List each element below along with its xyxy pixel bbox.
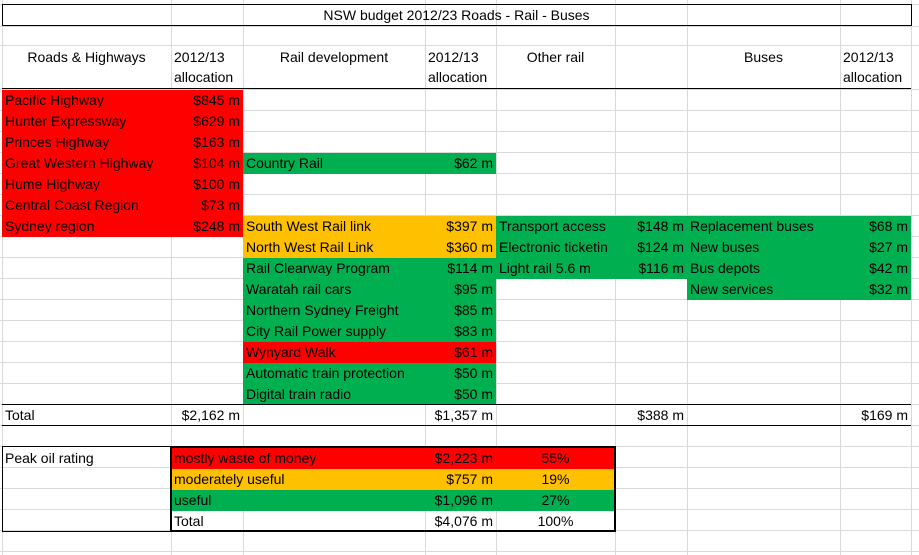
peak-oil-value: $757 m — [425, 469, 496, 490]
rail-value: $85 m — [425, 300, 496, 321]
rail-name: Waratah rail cars — [243, 279, 425, 300]
road-name: Central Coast Region — [2, 195, 171, 216]
other-rail-name: Light rail 5.6 m — [496, 258, 615, 279]
other-rail-value: $124 m — [615, 237, 687, 258]
total-buses: $169 m — [861, 407, 908, 423]
peak-oil-rating: useful — [171, 490, 425, 511]
other-rail-value: $116 m — [615, 258, 687, 279]
road-value: $73 m — [171, 195, 243, 216]
road-name: Princes Highway — [2, 132, 171, 153]
rail-name: North West Rail Link — [243, 237, 425, 258]
rail-value: $360 m — [425, 237, 496, 258]
road-name: Hunter Expressway — [2, 111, 171, 132]
peak-oil-percent: 27% — [496, 490, 615, 511]
rail-value: $397 m — [425, 216, 496, 237]
rail-value: $95 m — [425, 279, 496, 300]
rail-value: $50 m — [425, 363, 496, 384]
peak-oil-percent: 55% — [496, 448, 615, 469]
other-rail-name: Electronic ticketin — [496, 237, 615, 258]
other-rail-name: Transport access — [496, 216, 615, 237]
peak-oil-label: Peak oil rating — [5, 450, 94, 466]
total-rail-development: $1,357 m — [434, 407, 493, 423]
peak-oil-total-label: Total — [174, 513, 204, 529]
rail-name: Northern Sydney Freight — [243, 300, 425, 321]
totals-label: Total — [5, 407, 35, 423]
total-other-rail: $388 m — [637, 407, 684, 423]
header-roads: Roads & Highways — [27, 49, 146, 65]
bus-value: $27 m — [840, 237, 911, 258]
header-buses: Buses — [744, 49, 783, 65]
other-rail-value: $148 m — [615, 216, 687, 237]
bus-name: New services — [687, 279, 840, 300]
rail-value: $83 m — [425, 321, 496, 342]
peak-oil-value: $2,223 m — [425, 448, 496, 469]
rail-value: $50 m — [425, 384, 496, 405]
bus-name: Replacement buses — [687, 216, 840, 237]
sheet-title: NSW budget 2012/23 Roads - Rail - Buses — [323, 7, 590, 23]
rail-name: Automatic train protection — [243, 363, 425, 384]
road-value: $104 m — [171, 153, 243, 174]
rail-value: $61 m — [425, 342, 496, 363]
peak-oil-total-value: $4,076 m — [434, 513, 493, 529]
total-roads: $2,162 m — [181, 407, 240, 423]
bus-value: $42 m — [840, 258, 911, 279]
header-rail-development: Rail development — [279, 49, 389, 65]
road-name: Sydney region — [2, 216, 171, 237]
header-roads-allocation: 2012/13 allocation — [174, 49, 234, 85]
rail-name: South West Rail link — [243, 216, 425, 237]
road-value: $100 m — [171, 174, 243, 195]
road-value: $248 m — [171, 216, 243, 237]
rail-name: Country Rail — [243, 153, 425, 174]
rail-value: $114 m — [425, 258, 496, 279]
road-value: $845 m — [171, 90, 243, 111]
peak-oil-rating: mostly waste of money — [171, 448, 425, 469]
rail-name: Rail Clearway Program — [243, 258, 425, 279]
rail-name: City Rail Power supply — [243, 321, 425, 342]
road-value: $163 m — [171, 132, 243, 153]
rail-name: Wynyard Walk — [243, 342, 425, 363]
road-name: Pacific Highway — [2, 90, 171, 111]
rail-name: Digital train radio — [243, 384, 425, 405]
header-other-rail: Other rail — [526, 49, 585, 65]
header-rail-allocation: 2012/13 allocation — [428, 49, 488, 85]
peak-oil-value: $1,096 m — [425, 490, 496, 511]
bus-value: $68 m — [840, 216, 911, 237]
peak-oil-total-percent: 100% — [537, 513, 574, 529]
bus-value: $32 m — [840, 279, 911, 300]
rail-value: $62 m — [425, 153, 496, 174]
peak-oil-rating: moderately useful — [171, 469, 425, 490]
road-value: $629 m — [171, 111, 243, 132]
peak-oil-percent: 19% — [496, 469, 615, 490]
bus-name: Bus depots — [687, 258, 840, 279]
header-buses-allocation: 2012/13 allocation — [843, 49, 903, 85]
bus-name: New buses — [687, 237, 840, 258]
road-name: Hume Highway — [2, 174, 171, 195]
road-name: Great Western Highway — [2, 153, 171, 174]
